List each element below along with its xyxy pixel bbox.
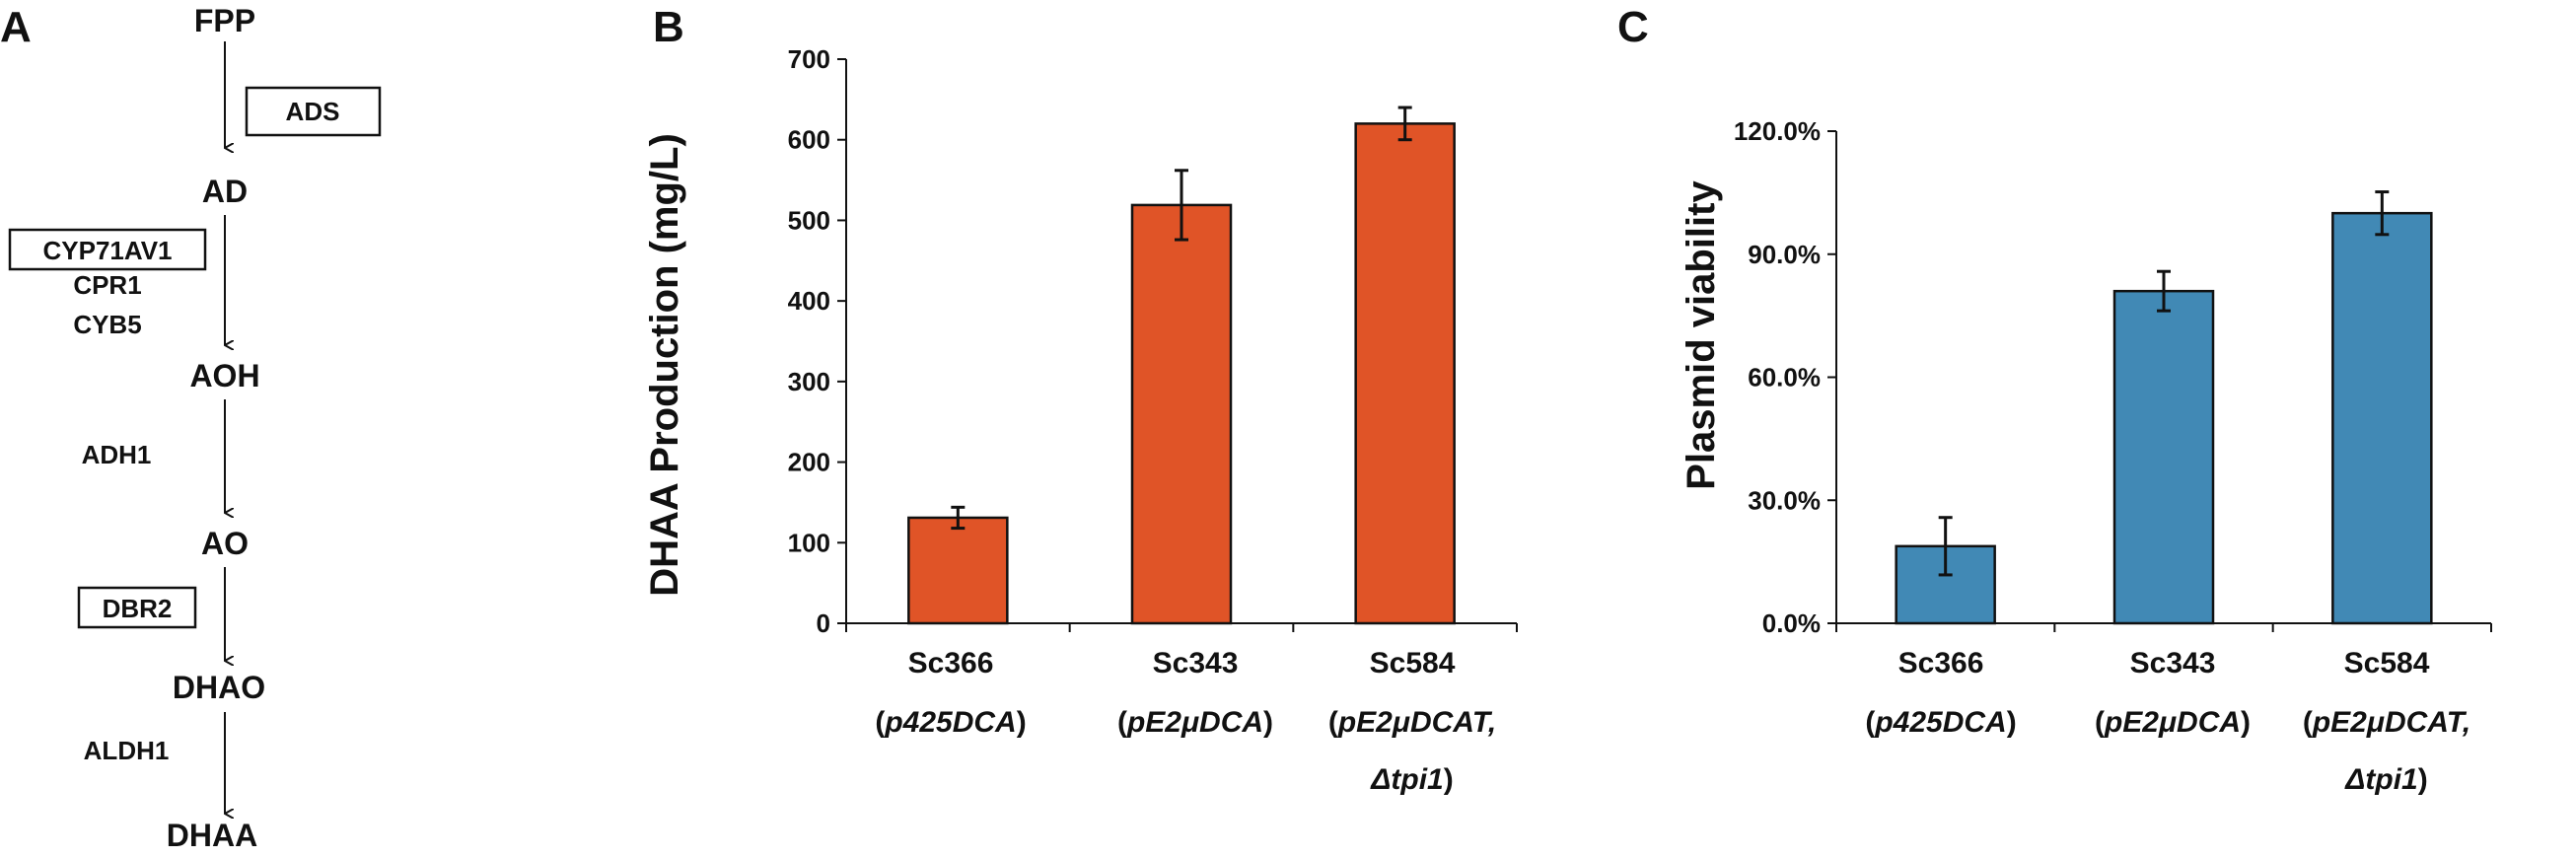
y-tick-label: 700 xyxy=(788,44,830,74)
y-tick-label: 300 xyxy=(788,367,830,396)
bar xyxy=(1354,122,1456,625)
category-sublabel-2: Δtpi1) xyxy=(2344,763,2427,796)
cyp71av1-box xyxy=(8,228,207,271)
category-labels-b: Sc366 (p425DCA) Sc343 (pE2μDCA) Sc584 (p… xyxy=(875,647,1496,796)
plasmid-label: pE2μDCAT, xyxy=(2312,706,2470,739)
paren-open: ( xyxy=(2095,706,2105,739)
y-tick-label: 600 xyxy=(788,125,830,155)
category-sublabel: (pE2μDCAT, xyxy=(2303,706,2470,739)
category-label: Sc584 xyxy=(2344,647,2430,679)
y-tick-label: 90.0% xyxy=(1748,240,1821,269)
enzyme-cpr1: CPR1 xyxy=(73,270,141,300)
y-tick-label: 200 xyxy=(788,448,830,477)
paren-close: ) xyxy=(2241,706,2251,739)
paren-open: ( xyxy=(1328,706,1338,739)
chart-b: 0 100 200 300 400 500 600 700 xyxy=(788,44,1518,638)
panel-a-letter: A xyxy=(0,3,32,51)
category-label: Sc366 xyxy=(1898,647,1984,679)
bar xyxy=(2112,289,2215,625)
category-label: Sc343 xyxy=(1153,647,1239,679)
bar xyxy=(907,516,1009,625)
plasmid-label: pE2μDCA xyxy=(2104,706,2241,739)
category-label: Sc584 xyxy=(1370,647,1456,679)
chart-c: 0.0% 30.0% 60.0% 90.0% 120.0% xyxy=(1734,116,2492,638)
panel-c-letter: C xyxy=(1617,3,1649,51)
y-tick-label: 0.0% xyxy=(1762,608,1821,638)
paren-open: ( xyxy=(2303,706,2313,739)
y-axis-title-c: Plasmid viability xyxy=(1680,180,1723,490)
y-tick-label: 0 xyxy=(817,608,830,638)
metabolite-dhao: DHAO xyxy=(173,670,265,705)
category-sublabel: (pE2μDCA) xyxy=(2095,706,2251,739)
category-sublabel-2: Δtpi1) xyxy=(1370,763,1453,796)
paren-close: ) xyxy=(1017,706,1027,739)
panel-a: A FPP ADS AD CYP71AV1 CPR1 CYB5 AOH ADH1… xyxy=(0,3,382,853)
enzyme-dbr2: DBR2 xyxy=(103,594,173,623)
enzyme-cyb5: CYB5 xyxy=(73,310,141,339)
paren-open: ( xyxy=(1865,706,1875,739)
metabolite-ao: AO xyxy=(201,526,249,561)
bar xyxy=(1895,544,1996,625)
metabolite-dhaa: DHAA xyxy=(167,818,257,853)
paren-close: ) xyxy=(2418,763,2428,796)
ads-box xyxy=(245,86,382,137)
paren-open: ( xyxy=(875,706,885,739)
category-label: Sc366 xyxy=(908,647,994,679)
y-tick-label: 100 xyxy=(788,528,830,557)
metabolite-aoh: AOH xyxy=(189,358,259,393)
category-sublabel: (p425DCA) xyxy=(875,706,1026,739)
panel-c: C Plasmid viability 0.0% 30.0% 60.0% 90.0% 1… xyxy=(1617,3,2492,796)
bar xyxy=(1130,203,1233,625)
paren-open: ( xyxy=(1117,706,1127,739)
gene-label: Δtpi1 xyxy=(1370,763,1443,796)
enzyme-adh1: ADH1 xyxy=(82,440,152,469)
dbr2-box xyxy=(77,586,197,629)
gene-label: Δtpi1 xyxy=(2344,763,2417,796)
category-sublabel: (pE2μDCA) xyxy=(1117,706,1273,739)
y-tick-label: 60.0% xyxy=(1748,363,1821,393)
bar xyxy=(2331,211,2433,625)
y-tick-label: 500 xyxy=(788,205,830,235)
category-labels-c: Sc366 (p425DCA) Sc343 (pE2μDCA) Sc584 (p… xyxy=(1865,647,2470,796)
enzyme-cyp71av1: CYP71AV1 xyxy=(42,236,172,265)
panel-b: B DHAA Production (mg/L) 0 100 200 300 400 50… xyxy=(643,3,1518,796)
metabolite-fpp: FPP xyxy=(194,3,255,38)
plasmid-label: p425DCA xyxy=(884,706,1016,739)
metabolite-ad: AD xyxy=(202,174,248,209)
y-tick-label: 120.0% xyxy=(1734,116,1821,146)
category-sublabel: (pE2μDCAT, xyxy=(1328,706,1496,739)
category-label: Sc343 xyxy=(2130,647,2216,679)
enzyme-aldh1: ALDH1 xyxy=(84,736,170,765)
plasmid-label: p425DCA xyxy=(1874,706,2006,739)
panel-b-letter: B xyxy=(653,3,684,51)
y-tick-label: 400 xyxy=(788,286,830,316)
plasmid-label: pE2μDCA xyxy=(1126,706,1263,739)
paren-close: ) xyxy=(2007,706,2017,739)
y-tick-label: 30.0% xyxy=(1748,485,1821,515)
category-sublabel: (p425DCA) xyxy=(1865,706,2016,739)
paren-close: ) xyxy=(1444,763,1454,796)
y-axis-title-b: DHAA Production (mg/L) xyxy=(643,133,686,597)
plasmid-label: pE2μDCAT, xyxy=(1337,706,1496,739)
enzyme-ads: ADS xyxy=(286,97,340,126)
paren-close: ) xyxy=(1263,706,1273,739)
